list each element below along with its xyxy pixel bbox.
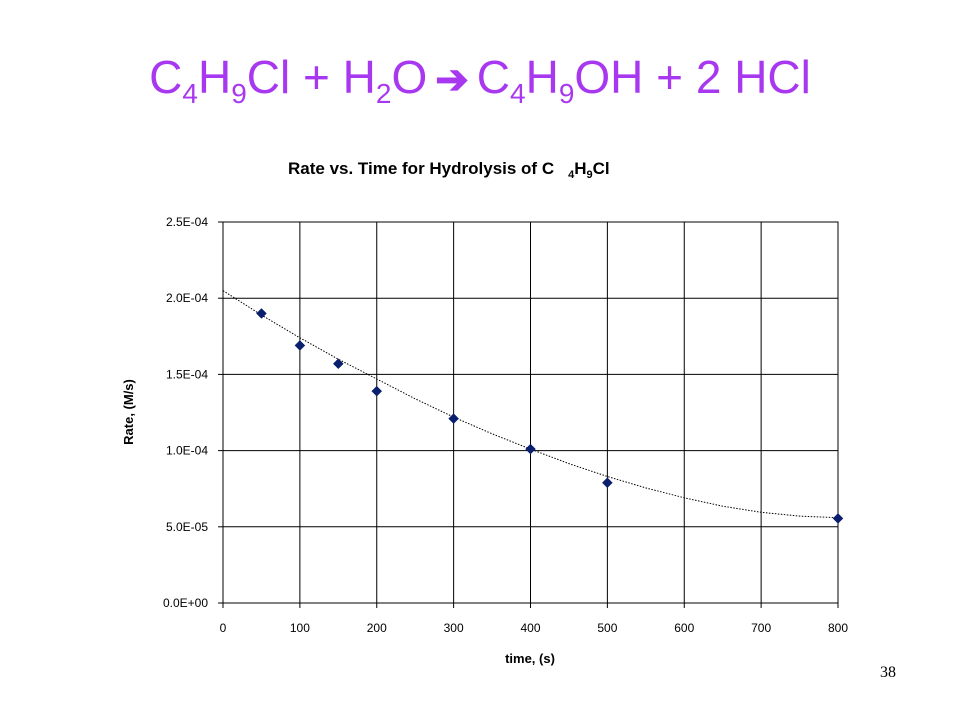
data-point [832, 513, 844, 524]
data-point [525, 443, 536, 455]
chart-title-sub: 4 [568, 169, 575, 181]
data-point [602, 477, 613, 489]
y-tick-label: 5.0E-05 [166, 520, 208, 534]
data-points [256, 308, 844, 524]
grid-lines [218, 221, 839, 608]
x-tick-label: 200 [367, 621, 387, 635]
tick-labels: 0 100 200 300 400 500 600 700 800 0.0E+00 5.0E-05 1… [163, 215, 848, 635]
data-point [448, 413, 459, 424]
data-point [371, 385, 383, 397]
title-part: 2 HCl [695, 51, 811, 103]
chart-title-sub: 9 [587, 169, 593, 181]
title-subscript: 2 [375, 78, 392, 109]
data-point [256, 308, 267, 319]
y-tick-label: 2.5E-04 [166, 215, 208, 229]
data-point [332, 358, 344, 370]
slide-number: 38 [880, 664, 896, 681]
title-subscript: 9 [231, 78, 247, 109]
x-tick-label: 600 [674, 621, 694, 635]
y-tick-label: 2.0E-04 [166, 291, 208, 305]
title-part: C [149, 51, 183, 103]
data-point [294, 340, 306, 351]
title-plus: + [643, 51, 696, 103]
x-tick-label: 300 [444, 621, 464, 635]
y-tick-label: 1.5E-04 [166, 367, 208, 381]
slide-title: C4H9Cl + H2O ➔ C4H9OH + 2 HCl [0, 51, 960, 108]
title-part: H [525, 51, 559, 103]
chart-title-end: Cl [593, 159, 610, 178]
title-part: Cl [246, 51, 291, 103]
title-subscript: 4 [182, 78, 198, 109]
title-part: H [342, 51, 376, 103]
x-tick-label: 700 [751, 621, 771, 635]
plot-area-border [222, 221, 839, 604]
title-part: O [391, 51, 428, 103]
title-plus: + [290, 51, 343, 103]
x-tick-label: 800 [828, 621, 848, 635]
y-axis-title: Rate, (M/s) [121, 379, 136, 445]
chart-title-mid: H [574, 159, 586, 178]
x-tick-label: 500 [597, 621, 617, 635]
x-tick-label: 0 [220, 621, 227, 635]
x-axis-title: time, (s) [505, 651, 555, 666]
reaction-arrow-icon: ➔ [435, 58, 469, 102]
title-part: OH [574, 51, 644, 103]
y-tick-label: 1.0E-04 [166, 444, 208, 458]
y-tick-label: 0.0E+00 [163, 596, 208, 610]
chart-title-main: Rate vs. Time for Hydrolysis of C [288, 159, 554, 178]
title-part: C [476, 51, 510, 103]
title-subscript: 4 [510, 78, 526, 109]
title-part: H [197, 51, 232, 103]
x-tick-label: 100 [290, 621, 310, 635]
title-subscript: 9 [558, 78, 575, 109]
x-tick-label: 400 [520, 621, 540, 635]
chart-title: Rate vs. Time for Hydrolysis of C 4H9Cl [288, 159, 610, 181]
